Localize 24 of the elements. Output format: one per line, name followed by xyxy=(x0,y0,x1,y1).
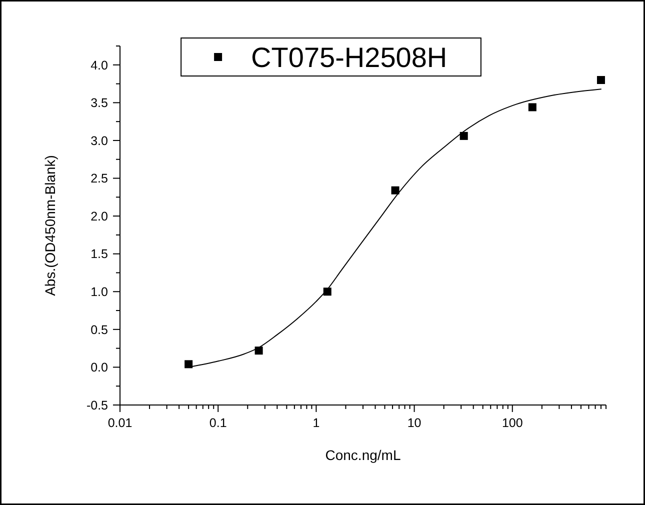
x-axis-title: Conc.ng/mL xyxy=(325,447,401,463)
x-tick-label: 1 xyxy=(312,416,320,430)
y-tick-label: -0.5 xyxy=(86,398,108,412)
point xyxy=(391,186,400,194)
y-axis-title: Abs.(OD450nm-Blank) xyxy=(42,155,58,296)
legend-label: CT075-H2508H xyxy=(251,42,448,73)
point xyxy=(596,76,605,84)
y-tick-label: 2.0 xyxy=(90,209,108,224)
y-tick-label: 1.0 xyxy=(90,285,108,300)
y-tick-label: 2.5 xyxy=(90,172,108,186)
y-tick-label: 0.5 xyxy=(90,322,108,337)
y-tick-label: 3.0 xyxy=(90,134,108,148)
x-tick-label: 10 xyxy=(407,416,422,430)
y-tick-label: 1.5 xyxy=(90,247,108,262)
x-tick-label: 0.01 xyxy=(108,416,132,430)
point xyxy=(528,103,536,112)
point xyxy=(460,132,468,140)
x-tick-label: 100 xyxy=(502,416,523,430)
point xyxy=(184,360,193,368)
y-tick-label: 3.5 xyxy=(90,96,108,110)
point xyxy=(254,346,263,355)
y-tick-label: 0.0 xyxy=(90,360,108,375)
y-tick-label: 4.0 xyxy=(90,58,108,72)
x-tick-label: 0.1 xyxy=(209,416,227,430)
